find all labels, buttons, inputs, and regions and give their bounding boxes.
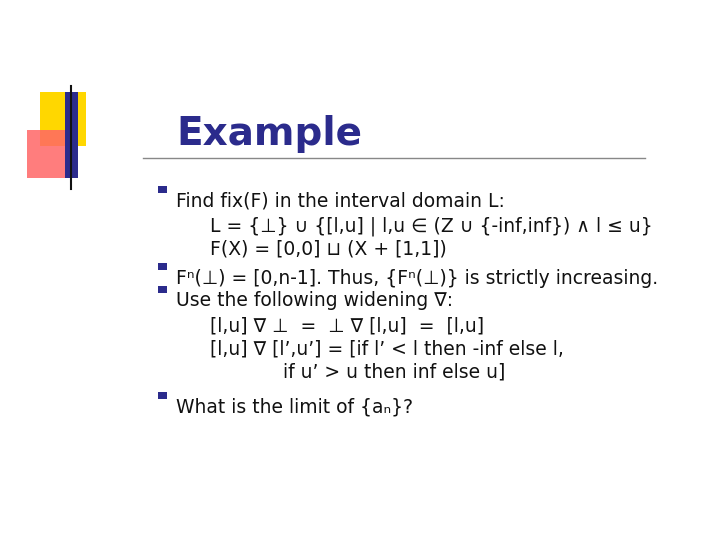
Bar	[158, 263, 167, 270]
Text: Example: Example	[176, 114, 362, 153]
Text: What is the limit of {aₙ}?: What is the limit of {aₙ}?	[176, 397, 413, 416]
Text: L = {⊥} ∪ {[l,u] | l,u ∈ (Z ∪ {-inf,inf}) ∧ l ≤ u}: L = {⊥} ∪ {[l,u] | l,u ∈ (Z ∪ {-inf,inf}…	[210, 217, 652, 236]
Text: F(X) = [0,0] ⊔ (X + [1,1]): F(X) = [0,0] ⊔ (X + [1,1])	[210, 239, 446, 259]
Bar	[158, 286, 167, 293]
Text: [l,u] ∇ [l’,u’] = [if l’ < l then -inf else l,: [l,u] ∇ [l’,u’] = [if l’ < l then -inf e…	[210, 339, 564, 358]
Text: if u’ > u then inf else u]: if u’ > u then inf else u]	[282, 362, 505, 381]
Text: Find fix(F) in the interval domain L:: Find fix(F) in the interval domain L:	[176, 192, 505, 211]
Bar	[158, 392, 167, 399]
Text: Fⁿ(⊥) = [0,n-1]. Thus, {Fⁿ(⊥)} is strictly increasing.: Fⁿ(⊥) = [0,n-1]. Thus, {Fⁿ(⊥)} is strict…	[176, 268, 659, 287]
Text: Use the following widening ∇:: Use the following widening ∇:	[176, 292, 454, 310]
Text: [l,u] ∇ ⊥  =  ⊥ ∇ [l,u]  =  [l,u]: [l,u] ∇ ⊥ = ⊥ ∇ [l,u] = [l,u]	[210, 316, 484, 335]
Bar	[158, 186, 167, 193]
